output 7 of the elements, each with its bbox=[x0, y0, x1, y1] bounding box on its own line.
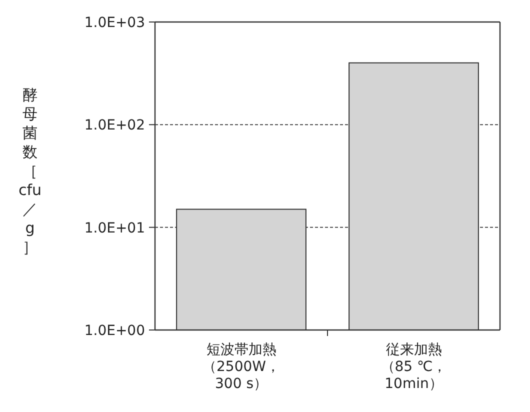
y-tick-label: 1.0E+03 bbox=[84, 15, 145, 31]
y-tick-label: 1.0E+01 bbox=[84, 220, 145, 236]
text: 酵母菌数［cfu／g］ bbox=[18, 86, 42, 256]
x-tick-label: 従来加熱（85 ℃，10min） bbox=[380, 342, 447, 392]
y-tick-label: 1.0E+00 bbox=[84, 323, 145, 339]
x-tick-label: 短波帯加熱（2500W，300 s） bbox=[202, 342, 280, 392]
y-tick-label: 1.0E+02 bbox=[84, 118, 145, 134]
